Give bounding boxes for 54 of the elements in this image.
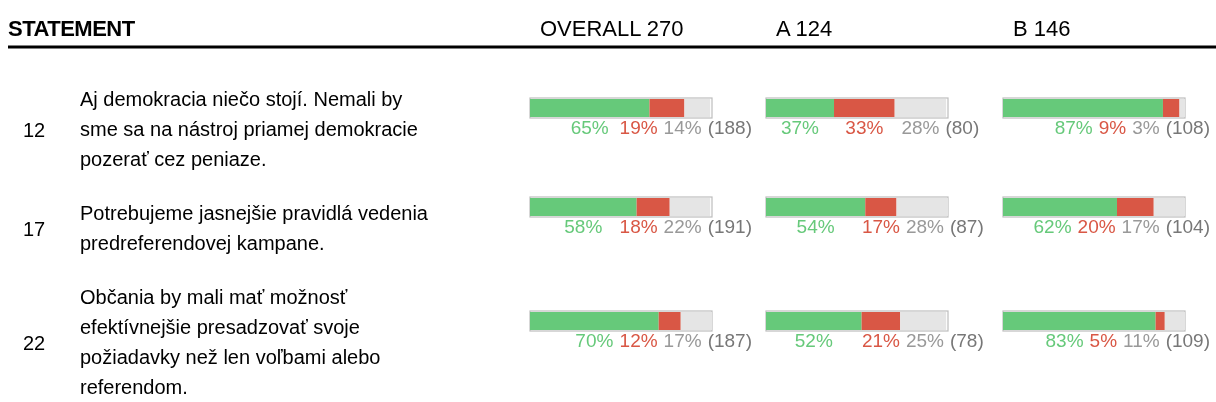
bar [680,312,712,330]
data-label: 28% [901,117,940,138]
data-label: 22% [663,216,702,237]
data-label: 62% [1033,216,1072,237]
data-label: 52% [794,330,833,351]
annotation: (108) [1165,117,1210,138]
data-label: 28% [905,216,945,237]
bar [1155,312,1165,330]
data-label: 17% [1121,216,1160,237]
data-label: 17% [663,330,702,351]
data-label: 37% [781,117,820,138]
data-label: 83% [1045,330,1084,351]
data-label: 87% [1054,117,1093,138]
data-label: 25% [905,330,945,351]
annotation: (188) [707,117,752,138]
bar [649,99,685,117]
annotation: (80) [945,117,980,138]
data-label: 14% [663,117,702,138]
bar [684,99,711,117]
chart-title: B 146 [1013,16,1071,41]
chart-title: OVERALL 270 [540,16,684,41]
chart-title: A 124 [776,16,833,41]
annotation: (104) [1165,216,1210,237]
data-label: 58% [564,216,603,237]
data-label: 70% [575,330,614,351]
bar [658,312,681,330]
bar [1162,99,1180,117]
bar [1164,312,1185,330]
data-label: 65% [570,117,609,138]
data-label: 12% [619,330,658,351]
bar [894,99,947,117]
text: (87) [949,216,984,237]
data-label: 5% [1089,330,1118,351]
data-label: 54% [796,216,835,237]
data-label: 19% [619,117,658,138]
bar [861,312,901,330]
data-label: 17% [861,216,901,237]
y-axis-title: STATEMENT [8,16,136,41]
category-label: 17 Potrebujeme jasnejšie pravidlá vedenia predreferendovej kampane. [22,202,428,254]
data-label: 20% [1077,216,1116,237]
text: (78) [949,330,984,351]
annotation: (109) [1165,330,1210,351]
category-label: 22 Občania by mali mať možnosť efektívnejšie presadzovať svoje požiadavky než len voľbami alebo referendom. [22,286,381,398]
data-label: 18% [619,216,658,237]
data-label: 9% [1098,117,1127,138]
data-label: 3% [1132,117,1160,138]
bar [1179,99,1185,117]
annotation: (191) [707,216,752,237]
data-label: 33% [845,117,884,138]
annotation: (187) [707,330,752,351]
category-label: 12 Aj demokracia niečo stojí. Nemali by sme sa na nástroj priamej demokracie pozerať cez peniaze. [22,88,418,170]
bar [900,312,947,330]
data-label: 11% [1123,330,1160,351]
data-label: 21% [861,330,901,351]
